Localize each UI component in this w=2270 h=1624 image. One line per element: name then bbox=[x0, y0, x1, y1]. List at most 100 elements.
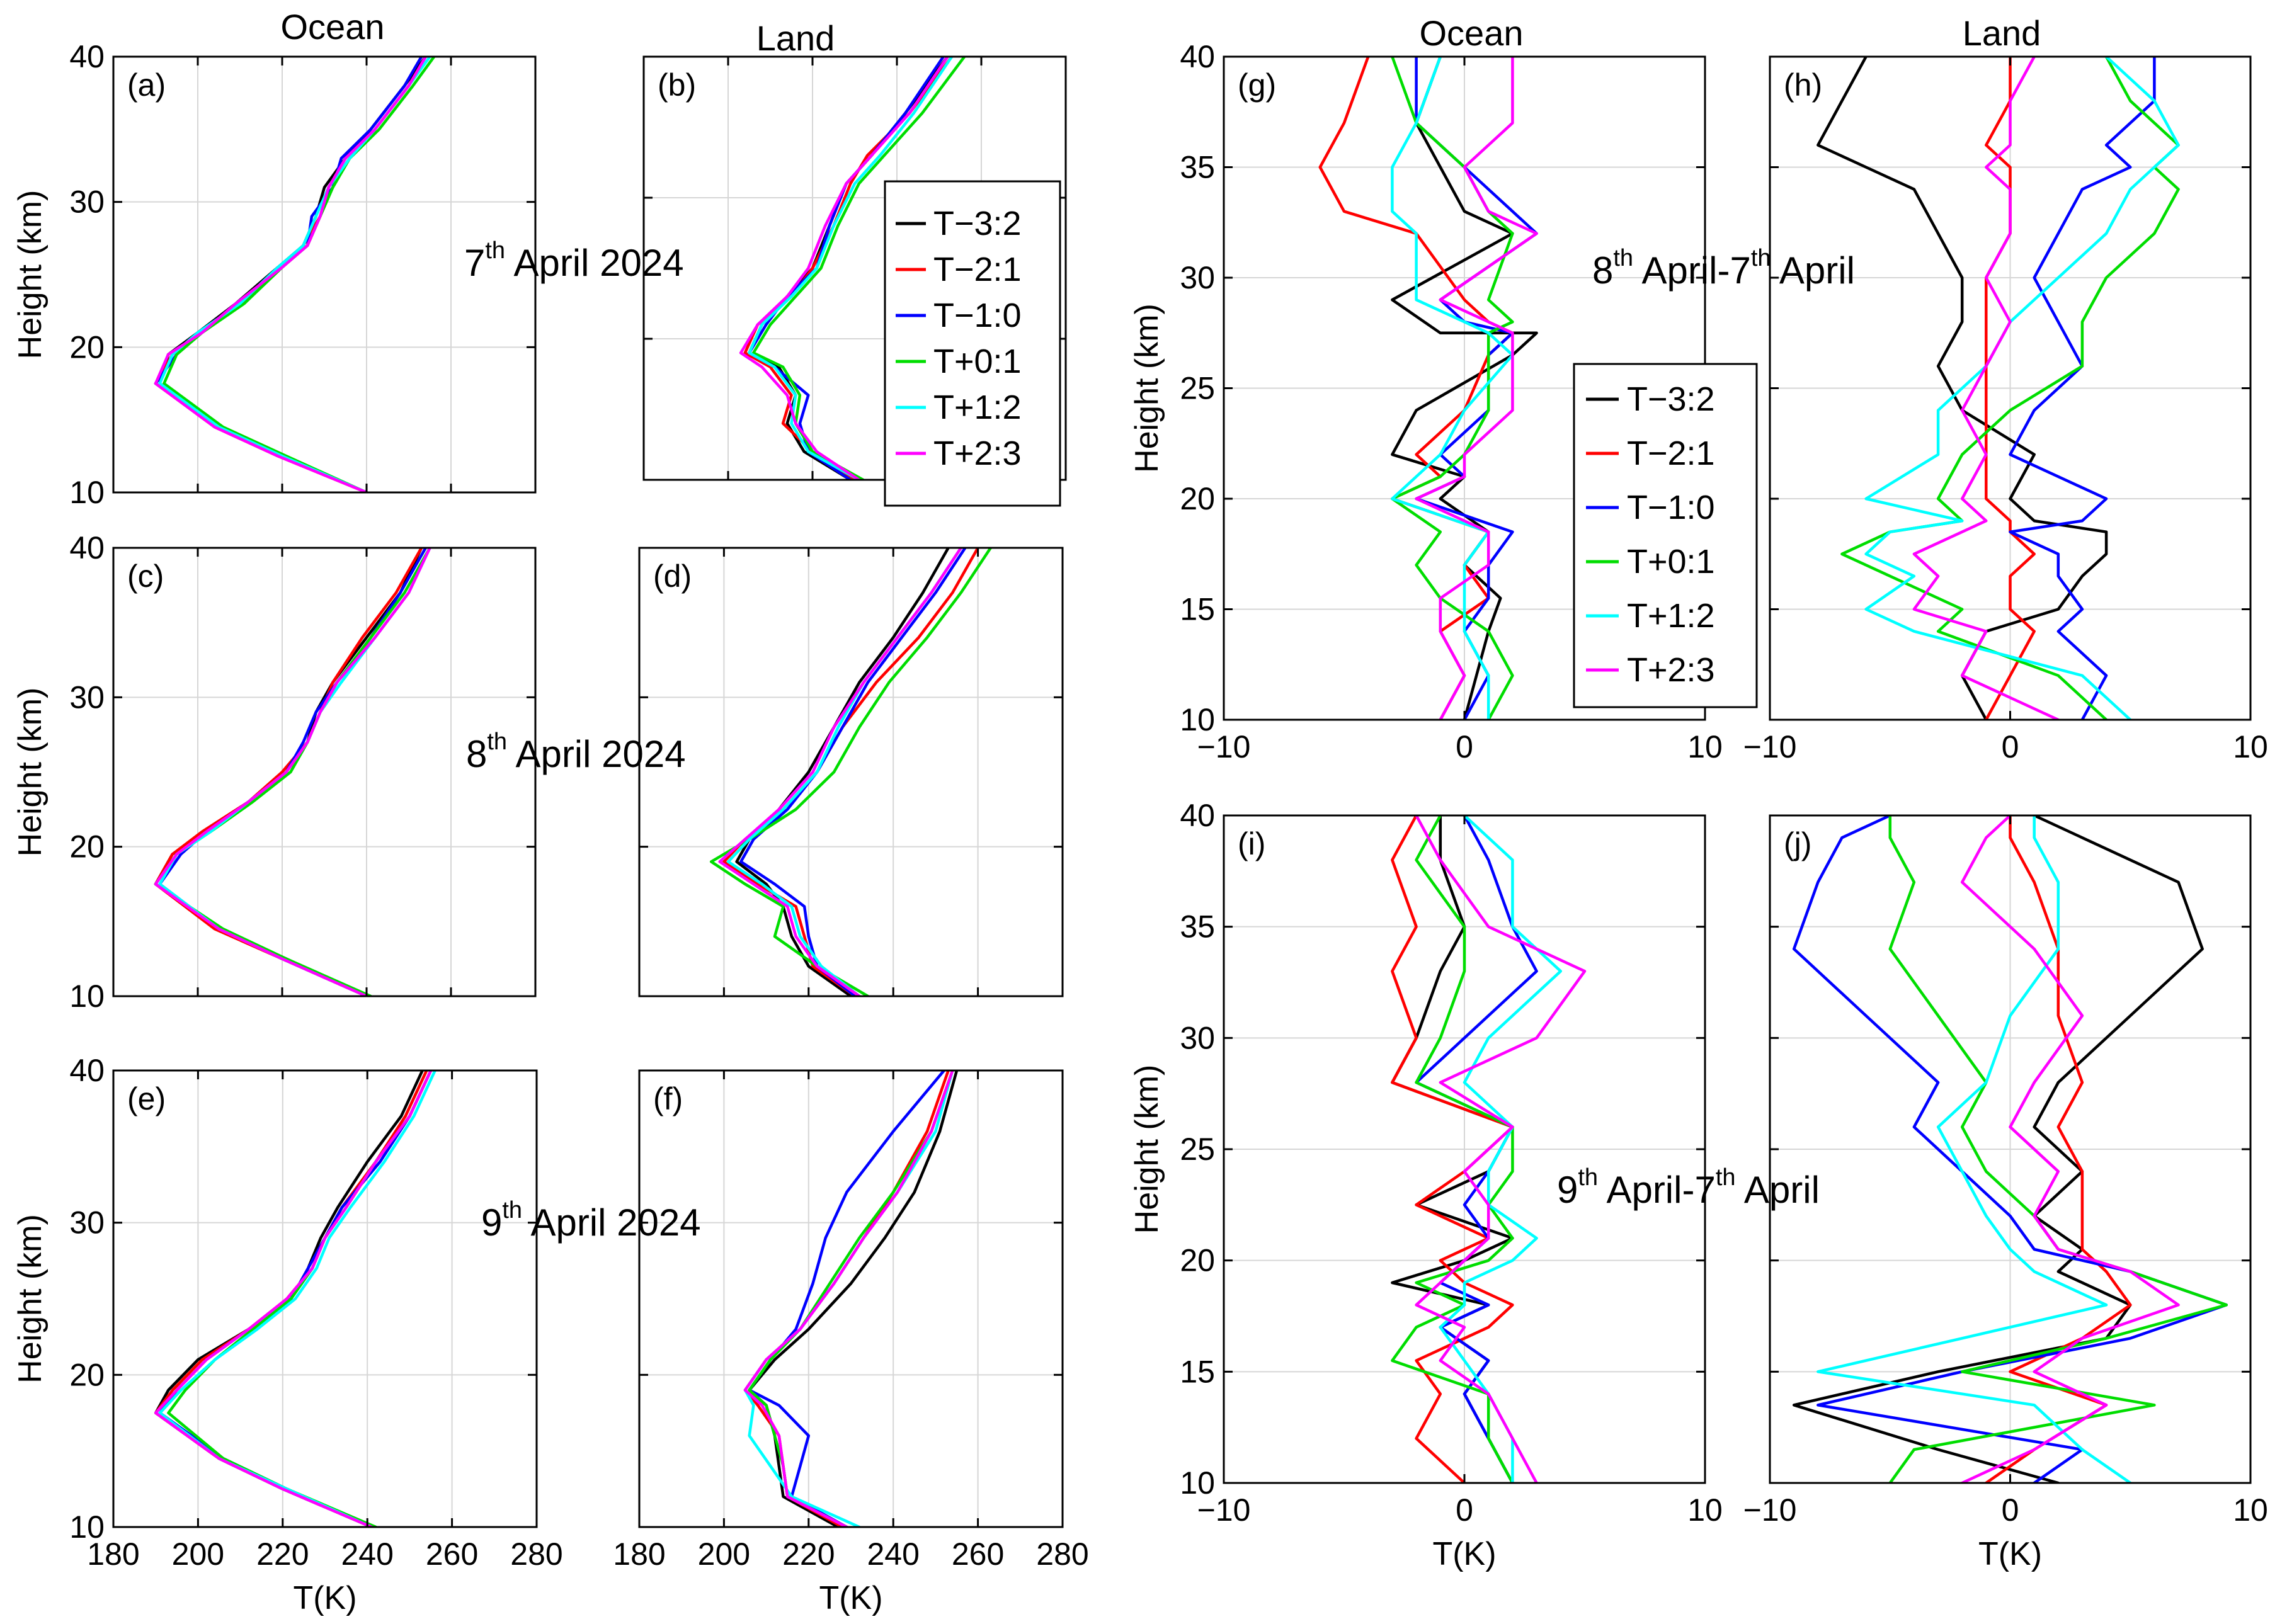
legend-left: T−3:2 T−2:1 T−1:0 T+0:1 T+1:2 T+2:3 bbox=[884, 180, 1061, 507]
ytick-label-c-2: 30 bbox=[69, 679, 105, 715]
series-line-h-T_1_2 bbox=[1864, 57, 2180, 720]
xtick-label-g-0: −10 bbox=[1197, 729, 1251, 764]
xtick-label-e-2: 220 bbox=[256, 1536, 309, 1572]
panel-label-d: (d) bbox=[653, 559, 692, 594]
panel-label-a: (a) bbox=[127, 67, 166, 103]
x-axis-label-f: T(K) bbox=[819, 1580, 882, 1616]
annotation-8-april: 8th April 2024 bbox=[466, 729, 686, 775]
ytick-label-g-0: 10 bbox=[1180, 702, 1215, 737]
series-line-h-T_2_3 bbox=[1912, 57, 2060, 720]
ytick-label-c-1: 20 bbox=[69, 829, 105, 865]
xtick-label-e-4: 260 bbox=[426, 1536, 478, 1572]
series-line-c-T_2_3 bbox=[154, 548, 431, 996]
x-axis-label-i: T(K) bbox=[1432, 1536, 1496, 1572]
axes-frame-d bbox=[638, 547, 1064, 997]
series-line-h-T_1_0 bbox=[2009, 57, 2156, 720]
legend-left-label-4: T+0:1 bbox=[933, 343, 1022, 380]
x-axis-label-e: T(K) bbox=[293, 1580, 356, 1616]
series-line-g-T_1_2 bbox=[1391, 57, 1514, 720]
panel-label-c: (c) bbox=[127, 559, 164, 594]
axes-frame-a bbox=[112, 55, 537, 494]
annotation-7-april: 7th April 2024 bbox=[464, 237, 684, 284]
series-line-j-T_2_1 bbox=[1985, 815, 2132, 1483]
ytick-label-g-5: 35 bbox=[1180, 150, 1215, 185]
series-line-b-T_1_2 bbox=[748, 57, 954, 480]
axes-frame-f bbox=[638, 1069, 1064, 1528]
panel-f: 180 200 220 240 260 280 T(K) (f) bbox=[613, 1069, 1089, 1616]
series-line-e-T_2_3 bbox=[154, 1070, 433, 1527]
series-line-b-T_2_3 bbox=[739, 57, 949, 480]
axes-frame-c bbox=[112, 547, 537, 997]
legend-left-label-1: T−3:2 bbox=[933, 205, 1022, 242]
series-line-j-T_2_3 bbox=[1960, 815, 2180, 1483]
xtick-label-f-0: 180 bbox=[613, 1536, 665, 1572]
legend-right-label-5: T+1:2 bbox=[1627, 597, 1715, 635]
annotation-8-minus-7-april: 8th April-7th April bbox=[1592, 245, 1855, 292]
legend-right-label-3: T−1:0 bbox=[1627, 489, 1715, 526]
panels: 10 20 30 40 Height (km) (a) (b) 10 20 30 40 Height … bbox=[12, 39, 2268, 1616]
ytick-label-e-3: 40 bbox=[69, 1053, 105, 1088]
x-axis-label-j: T(K) bbox=[1978, 1536, 2042, 1572]
legend-right: T−3:2 T−2:1 T−1:0 T+0:1 T+1:2 T+2:3 bbox=[1573, 363, 1758, 708]
series-line-h-T_3_2 bbox=[1817, 57, 2108, 720]
annotation-9-minus-7-april: 9th April-7th April bbox=[1557, 1164, 1820, 1211]
panel-c: 10 20 30 40 Height (km) (c) bbox=[12, 530, 537, 1014]
ytick-label-g-6: 40 bbox=[1180, 39, 1215, 74]
legend-left-label-6: T+2:3 bbox=[933, 434, 1022, 472]
panel-label-i: (i) bbox=[1238, 826, 1265, 861]
panel-a: 10 20 30 40 Height (km) (a) bbox=[12, 39, 537, 510]
ytick-label-e-0: 10 bbox=[69, 1509, 105, 1545]
series-group-g bbox=[1318, 57, 1538, 720]
ytick-label-i-3: 25 bbox=[1180, 1132, 1215, 1167]
col-title-land-left: Land bbox=[756, 18, 835, 58]
xtick-label-g-1: 0 bbox=[1456, 729, 1473, 764]
panel-g: −10 0 10 10 15 20 25 30 35 40 Height (km) (g) bbox=[1129, 39, 1723, 764]
xtick-label-f-4: 260 bbox=[952, 1536, 1004, 1572]
ytick-label-i-2: 20 bbox=[1180, 1243, 1215, 1278]
xtick-label-h-1: 0 bbox=[2002, 729, 2019, 764]
ytick-label-i-1: 15 bbox=[1180, 1354, 1215, 1389]
panel-i: −10 0 10 10 15 20 25 30 35 40 T(K) Height (km) (i) bbox=[1129, 798, 1723, 1572]
series-line-g-T_3_2 bbox=[1391, 57, 1538, 720]
legend-left-label-3: T−1:0 bbox=[933, 297, 1022, 334]
y-axis-label-i: Height (km) bbox=[1129, 1065, 1165, 1234]
ytick-label-i-4: 30 bbox=[1180, 1020, 1215, 1055]
axes-frame-b bbox=[642, 55, 1067, 481]
panel-label-f: (f) bbox=[653, 1081, 683, 1116]
series-line-j-T_1_2 bbox=[1817, 815, 2132, 1483]
col-title-ocean-right: Ocean bbox=[1420, 13, 1524, 53]
ytick-label-i-6: 40 bbox=[1180, 798, 1215, 833]
series-line-h-T_0_1 bbox=[1840, 57, 2180, 720]
panel-label-g: (g) bbox=[1238, 67, 1276, 103]
series-group-d bbox=[709, 548, 993, 996]
series-line-c-T_0_1 bbox=[154, 548, 431, 996]
panel-e: 180 200 220 240 260 280 10 20 30 40 T(K) Height (km… bbox=[12, 1053, 563, 1616]
y-axis-label-g: Height (km) bbox=[1129, 304, 1165, 473]
xtick-label-i-2: 10 bbox=[1687, 1492, 1723, 1528]
series-group-i bbox=[1391, 815, 1587, 1483]
annotation-9-april: 9th April 2024 bbox=[481, 1197, 701, 1244]
series-line-b-T_2_1 bbox=[743, 57, 954, 480]
series-group-f bbox=[743, 1070, 959, 1527]
xtick-label-e-0: 180 bbox=[87, 1536, 139, 1572]
series-line-b-T_0_1 bbox=[751, 57, 966, 480]
xtick-label-i-0: −10 bbox=[1197, 1492, 1251, 1528]
y-axis-label-a: Height (km) bbox=[12, 190, 48, 360]
ytick-label-g-3: 25 bbox=[1180, 371, 1215, 406]
panel-label-b: (b) bbox=[658, 67, 696, 103]
series-group-a bbox=[154, 57, 436, 492]
series-line-i-T_2_3 bbox=[1415, 815, 1587, 1483]
series-line-d-T_0_1 bbox=[709, 548, 993, 996]
panel-label-h: (h) bbox=[1784, 67, 1822, 103]
series-group-j bbox=[1792, 815, 2228, 1483]
ytick-label-a-2: 30 bbox=[69, 185, 105, 220]
ytick-label-g-4: 30 bbox=[1180, 260, 1215, 295]
series-line-i-T_2_1 bbox=[1391, 815, 1514, 1483]
ytick-label-g-1: 15 bbox=[1180, 592, 1215, 627]
legend-left-label-5: T+1:2 bbox=[933, 389, 1022, 426]
xtick-label-f-2: 220 bbox=[782, 1536, 835, 1572]
legend-right-label-1: T−3:2 bbox=[1627, 380, 1715, 418]
legend-left-box bbox=[884, 180, 1061, 507]
series-line-g-T_2_3 bbox=[1415, 57, 1538, 720]
